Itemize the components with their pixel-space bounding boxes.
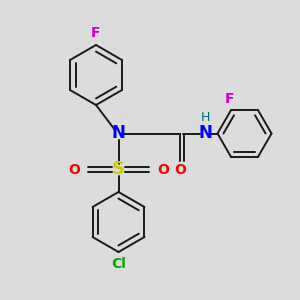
Text: H: H — [201, 111, 210, 124]
Text: N: N — [199, 124, 212, 142]
Text: S: S — [112, 160, 125, 178]
Text: O: O — [157, 163, 169, 176]
Text: O: O — [68, 163, 80, 176]
Text: Cl: Cl — [111, 257, 126, 272]
Text: O: O — [174, 163, 186, 177]
Text: F: F — [91, 26, 101, 40]
Text: F: F — [225, 92, 234, 106]
Text: N: N — [112, 124, 125, 142]
